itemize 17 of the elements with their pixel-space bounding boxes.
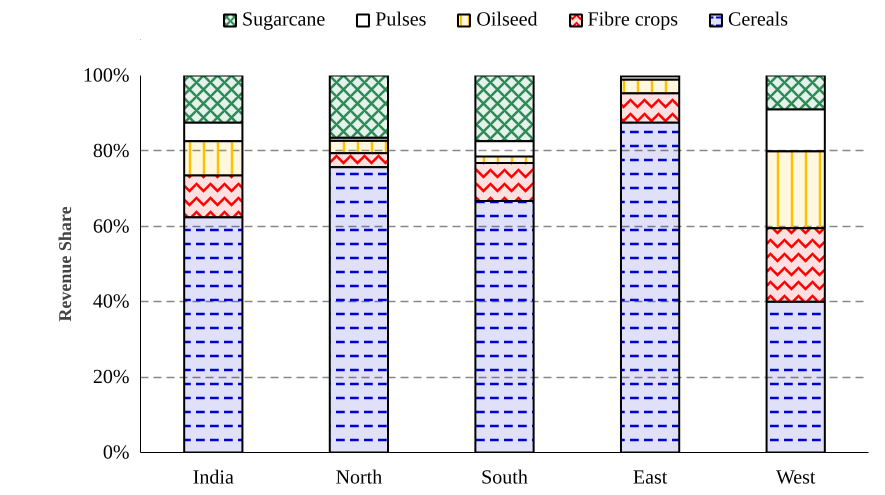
legend-label: Pulses [375,8,426,32]
x-tick-label: East [632,466,668,488]
x-tick-label: South [481,466,528,488]
x-tick-label: West [776,466,816,488]
legend-label: Fibre crops [587,8,678,32]
y-tick-label: 80% [92,140,130,162]
x-tick-label: North [336,466,382,488]
x-tick-label: India [192,466,234,488]
legend-label: Sugarcane [242,8,326,32]
y-tick-label: 0% [102,442,130,464]
y-axis-title: Revenue Share [54,206,75,322]
legend-label: Cereals [728,8,788,32]
y-tick-label: 100% [82,64,130,86]
y-tick-label: 20% [92,366,130,388]
y-tick-label: 60% [92,215,130,238]
legend-label: Oilseed [476,8,538,32]
y-tick-label: 40% [92,290,130,313]
